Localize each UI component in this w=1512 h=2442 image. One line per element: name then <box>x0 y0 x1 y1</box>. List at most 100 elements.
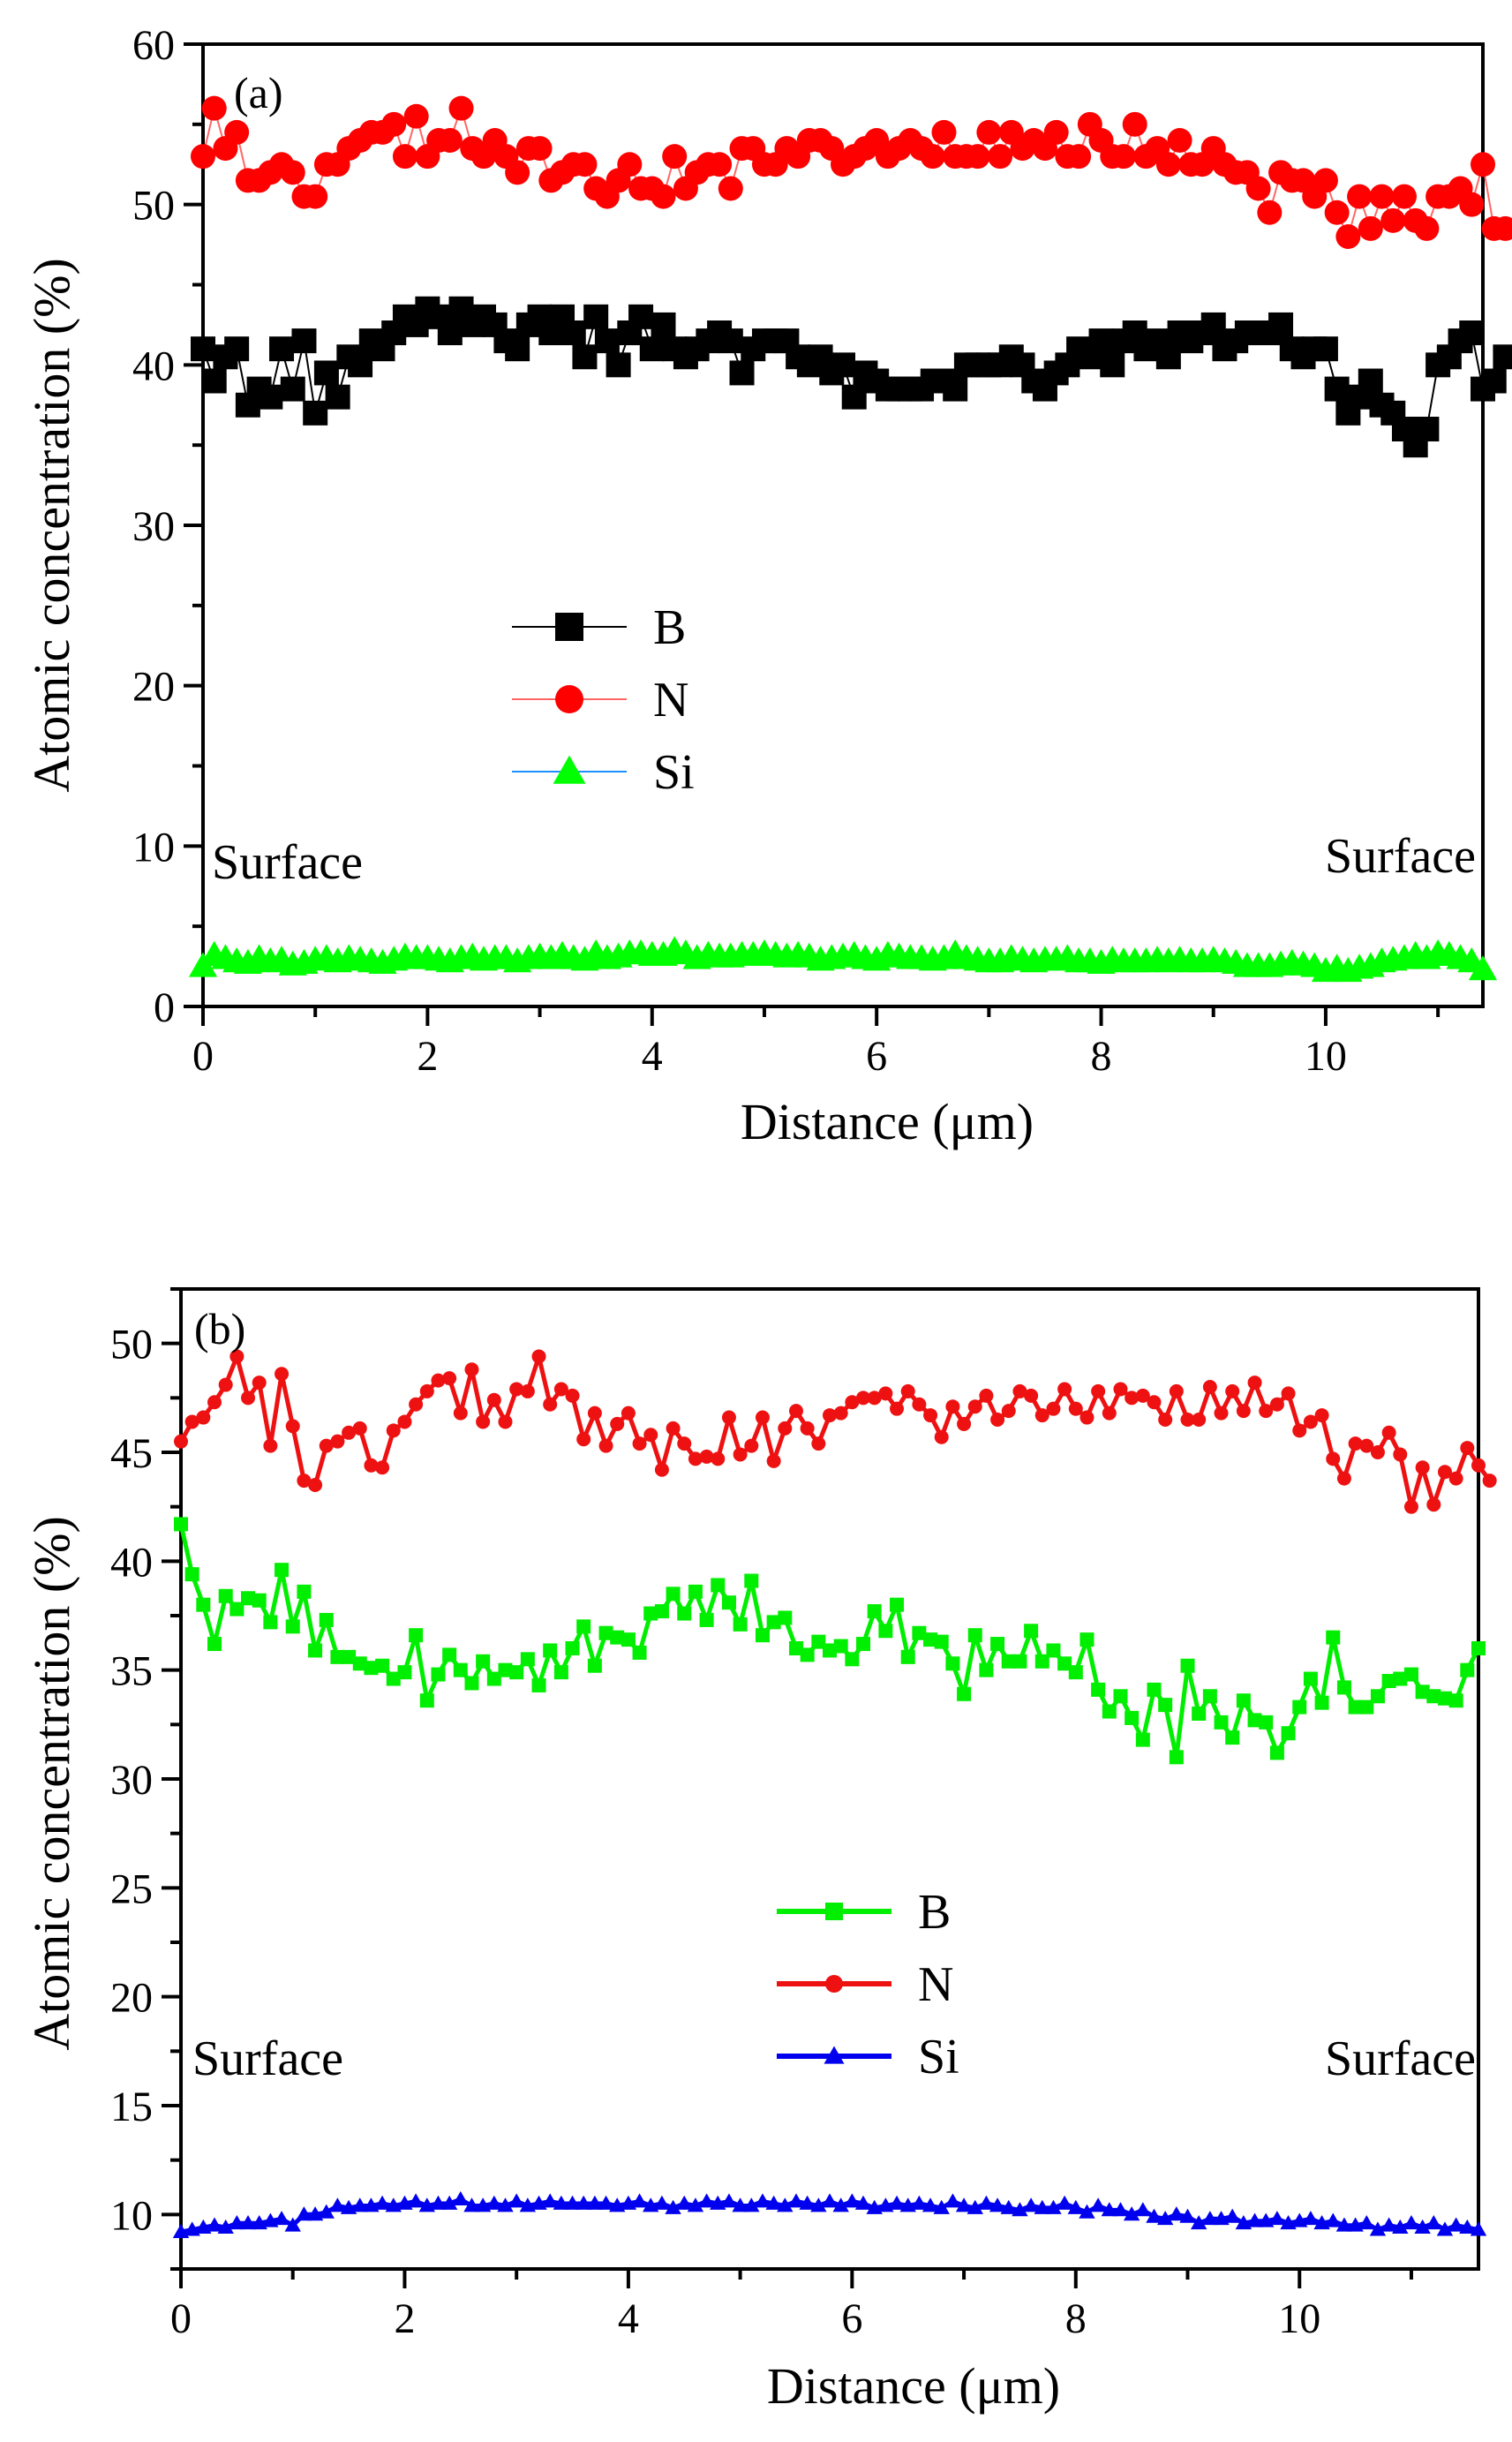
data-point-si <box>430 2195 447 2210</box>
data-point-n <box>1192 1413 1207 1427</box>
data-point-b <box>1113 1689 1128 1704</box>
data-point-n <box>263 1438 278 1453</box>
data-point-n <box>699 1449 714 1464</box>
data-point-si <box>1067 2199 1084 2214</box>
data-point-si <box>933 2199 950 2214</box>
data-point-b <box>1269 1745 1284 1760</box>
data-point-n <box>431 1373 446 1388</box>
data-point-b <box>721 1595 736 1610</box>
data-point-n <box>1414 215 1440 241</box>
y-axis-ticks-b: 10 15 20 25 30 35 40 45 50 <box>110 1287 181 2271</box>
data-point-si <box>229 2215 245 2230</box>
data-point-b <box>258 384 283 410</box>
data-point-si <box>631 2193 648 2208</box>
data-point-n <box>1125 1391 1140 1406</box>
data-point-si <box>407 2193 425 2208</box>
data-point-n <box>464 1362 479 1377</box>
y-tick-label: 50 <box>132 183 175 230</box>
data-point-b <box>453 1662 468 1677</box>
data-point-n <box>598 1438 613 1453</box>
data-point-n <box>1358 215 1383 241</box>
data-point-n <box>1292 1423 1307 1438</box>
x-axis-title-a: Distance (μm) <box>741 1093 1034 1150</box>
data-point-n <box>1259 1404 1274 1419</box>
data-point-si <box>1358 2215 1375 2230</box>
data-point-b <box>990 1637 1005 1652</box>
data-point-n <box>957 1416 972 1431</box>
data-point-b <box>1292 1700 1307 1715</box>
data-point-n <box>229 1349 244 1364</box>
data-point-si <box>676 2195 693 2210</box>
data-point-b <box>1057 1656 1072 1671</box>
x-tick-label: 8 <box>1091 1033 1112 1080</box>
data-point-b <box>174 1517 188 1532</box>
data-point-n <box>476 1414 491 1429</box>
data-point-n <box>1214 1406 1229 1421</box>
data-point-n <box>1471 1458 1486 1473</box>
data-point-b <box>831 352 855 378</box>
data-point-b <box>639 336 665 362</box>
data-point-si <box>1056 2195 1073 2210</box>
data-point-b <box>856 1637 871 1652</box>
data-point-b <box>766 1615 781 1630</box>
plot-frame-b <box>179 1287 1480 2271</box>
data-point-si <box>1302 2211 1320 2226</box>
data-point-n <box>1459 192 1485 217</box>
data-point-n <box>375 1460 390 1475</box>
data-point-b <box>912 1625 927 1640</box>
data-point-b <box>677 1606 692 1621</box>
data-point-b <box>308 1643 323 1658</box>
data-point-b <box>923 1632 938 1647</box>
data-point-n <box>1448 1471 1463 1486</box>
data-point-b <box>543 1643 558 1658</box>
chart-panel-b: 0 2 4 6 8 10 10 15 20 25 30 35 40 45 50 (b) Surface S… <box>23 1287 1497 2415</box>
data-point-b <box>364 1661 379 1676</box>
data-point-b <box>1268 312 1294 337</box>
data-point-si <box>1448 2217 1464 2232</box>
data-point-n <box>744 1438 759 1453</box>
data-point-n <box>1135 1388 1150 1403</box>
data-point-b <box>699 1612 714 1627</box>
data-point-n <box>1012 1383 1027 1398</box>
data-point-si <box>821 2193 839 2208</box>
x-tick-label: 10 <box>1305 1033 1347 1080</box>
legend-marker-si <box>553 755 586 784</box>
data-point-b <box>890 1597 905 1612</box>
data-point-b <box>464 1676 479 1691</box>
data-point-b <box>878 1624 893 1639</box>
x-tick-label: 10 <box>1278 2295 1320 2342</box>
surface-label-left-b: Surface <box>192 2031 343 2086</box>
data-point-n <box>201 95 227 121</box>
series-lines-b <box>178 1354 1492 2235</box>
data-point-n <box>437 128 463 153</box>
data-point-n <box>856 1391 871 1406</box>
x-axis-ticks-b: 0 2 4 6 8 10 <box>170 2269 1413 2342</box>
data-point-n <box>419 1383 434 1398</box>
data-point-si <box>653 2195 671 2210</box>
y-tick-label: 0 <box>154 984 175 1031</box>
data-point-n <box>621 1406 636 1421</box>
data-point-si <box>955 2197 973 2212</box>
data-point-n <box>1155 152 1181 177</box>
data-point-b <box>325 384 350 410</box>
data-point-si <box>598 2195 614 2210</box>
data-point-n <box>755 1410 770 1425</box>
data-point-b <box>375 1658 390 1673</box>
data-point-n <box>1247 1376 1262 1391</box>
data-point-b <box>744 1573 759 1588</box>
data-point-b <box>967 1628 982 1643</box>
data-point-n <box>275 1367 290 1382</box>
data-point-n <box>688 1451 703 1466</box>
data-point-b <box>1471 1641 1486 1655</box>
data-point-b <box>628 304 654 329</box>
data-point-n <box>1380 207 1406 233</box>
data-point-n <box>1169 1383 1184 1398</box>
data-point-si <box>665 2199 681 2214</box>
data-point-n <box>1180 1413 1195 1427</box>
data-point-n <box>788 1404 803 1419</box>
data-point-b <box>643 1606 658 1621</box>
data-point-n <box>1001 1404 1016 1419</box>
x-tick-label: 2 <box>417 1033 438 1080</box>
data-point-si <box>1123 2206 1140 2221</box>
data-point-n <box>1369 184 1395 209</box>
